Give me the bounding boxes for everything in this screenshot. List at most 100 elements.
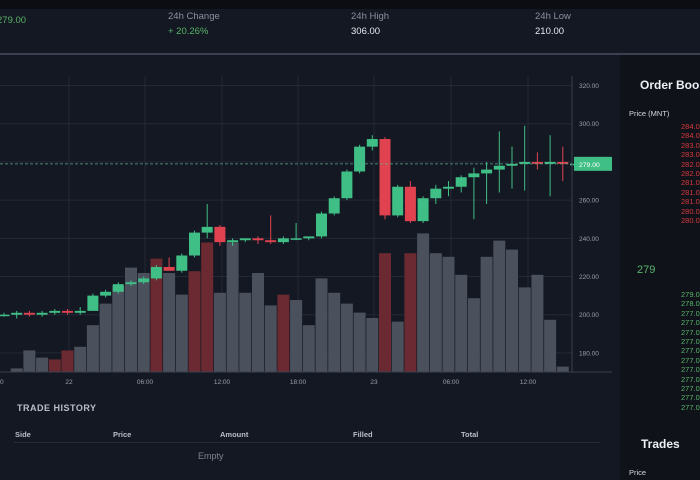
panel-gap (0, 55, 620, 76)
candle-body[interactable] (557, 161, 569, 164)
candlestick-chart[interactable]: 180.00200.00220.00240.00260.00280.00300.… (0, 76, 612, 389)
stat-label: 24h Low (535, 11, 571, 22)
volume-bar (61, 350, 74, 372)
order-book-ask-row[interactable]: 281.00 (681, 178, 700, 188)
order-book-bid-row[interactable]: 277.00 (681, 374, 700, 384)
candle-body[interactable] (290, 238, 302, 240)
candle-body[interactable] (125, 282, 137, 285)
candle-body[interactable] (404, 186, 416, 222)
candle-body[interactable] (189, 232, 200, 256)
order-book-bid-row[interactable]: 277.00 (681, 318, 700, 328)
volume-bar (264, 305, 277, 372)
volume-bar (86, 325, 99, 372)
volume-bar (163, 273, 176, 372)
y-tick-label: 300.00 (579, 121, 599, 128)
candle-body[interactable] (417, 198, 429, 222)
column-filled[interactable]: Filled (353, 430, 373, 439)
candle-body[interactable] (277, 238, 289, 243)
candle-body[interactable] (265, 240, 277, 243)
volume-bar (315, 278, 328, 372)
candle-body[interactable] (303, 236, 315, 239)
volume-bar (506, 249, 518, 372)
candle-body[interactable] (227, 240, 239, 243)
order-book-bid-row[interactable]: 277.00 (681, 355, 700, 365)
candle-body[interactable] (341, 171, 353, 199)
y-tick-label: 320.00 (579, 83, 599, 90)
candle-body[interactable] (443, 186, 454, 189)
candle-body[interactable] (74, 310, 86, 313)
candle-body[interactable] (239, 238, 251, 241)
order-book-bid-row[interactable]: 277.00 (681, 327, 700, 337)
volume-bar (455, 274, 468, 372)
candle-body[interactable] (36, 312, 48, 315)
volume-bar (531, 274, 544, 372)
candle-body[interactable] (112, 284, 124, 292)
candle-body[interactable] (252, 238, 264, 241)
candle-body[interactable] (100, 291, 112, 296)
column-amount[interactable]: Amount (220, 430, 249, 439)
candle-body[interactable] (163, 266, 175, 271)
volume-bar (213, 292, 226, 372)
candle-body[interactable] (468, 173, 480, 178)
order-book-ask-row[interactable]: 280.00 (681, 215, 700, 225)
trade-history-panel: TRADE HISTORY Side Price Amount Filled T… (0, 394, 612, 480)
order-book-ask-row[interactable]: 280.00 (681, 206, 700, 216)
candle-body[interactable] (150, 266, 162, 279)
order-book-ask-row[interactable]: 284.00 (681, 131, 700, 141)
candle-body[interactable] (62, 310, 73, 313)
candle-body[interactable] (49, 310, 61, 313)
order-book-bid-row[interactable]: 277.00 (681, 336, 700, 346)
candle-body[interactable] (455, 177, 467, 187)
y-tick-label: 260.00 (579, 198, 599, 205)
candle-body[interactable] (328, 198, 340, 214)
trade-history-title: TRADE HISTORY (17, 403, 97, 413)
volume-bar (201, 242, 214, 372)
candle-body[interactable] (544, 161, 556, 164)
candle-body[interactable] (506, 163, 518, 166)
candle-body[interactable] (201, 226, 213, 233)
candle-body[interactable] (531, 161, 543, 164)
order-book-bid-row[interactable]: 277.00 (681, 402, 700, 412)
candle-body[interactable] (493, 165, 505, 170)
candle-body[interactable] (0, 314, 10, 317)
price-chart-panel[interactable]: 180.00200.00220.00240.00260.00280.00300.… (0, 76, 612, 389)
column-price[interactable]: Price (113, 430, 132, 439)
order-book-bid-row[interactable]: 277.00 (681, 393, 700, 403)
candle-body[interactable] (176, 255, 188, 271)
order-book-ask-row[interactable]: 281.00 (681, 187, 700, 197)
volume-bar (137, 273, 150, 372)
order-book-bid-row[interactable]: 277.00 (681, 308, 700, 318)
order-book-bid-row[interactable]: 277.00 (681, 383, 700, 393)
candle-body[interactable] (379, 139, 391, 216)
candle-body[interactable] (430, 188, 442, 199)
candle-body[interactable] (214, 226, 226, 243)
volume-bar (353, 312, 366, 372)
candle-body[interactable] (481, 169, 493, 174)
volume-bar (226, 242, 239, 372)
candle-body[interactable] (392, 186, 404, 216)
order-book-ask-row[interactable]: 284.00 (681, 122, 700, 131)
order-book-bid-row[interactable]: 278.00 (681, 299, 700, 309)
candle-body[interactable] (316, 213, 327, 237)
order-book-ask-row[interactable]: 283.00 (681, 150, 700, 160)
candle-body[interactable] (87, 295, 99, 311)
order-book-ask-row[interactable]: 283.00 (681, 140, 700, 150)
column-side[interactable]: Side (15, 430, 31, 439)
order-book-bid-row[interactable]: 277.00 (681, 365, 700, 375)
stat-24h-change: 24h Change + 20.26% (168, 11, 220, 37)
volume-bar (556, 366, 569, 372)
candle-body[interactable] (23, 312, 35, 315)
order-book-ask-row[interactable]: 281.00 (681, 197, 700, 207)
stat-value: + 20.26% (168, 26, 209, 37)
candle-body[interactable] (354, 146, 366, 172)
candle-body[interactable] (138, 278, 150, 283)
column-total[interactable]: Total (461, 430, 479, 439)
order-book-bid-row[interactable]: 279.00 (681, 290, 700, 299)
order-book-ask-row[interactable]: 282.00 (681, 168, 700, 178)
candle-body[interactable] (519, 161, 531, 164)
candle-body[interactable] (11, 312, 23, 315)
order-book-ask-row[interactable]: 282.00 (681, 159, 700, 169)
order-book-bid-row[interactable]: 277.00 (681, 346, 700, 356)
volume-bar (340, 303, 353, 372)
candle-body[interactable] (366, 139, 378, 147)
